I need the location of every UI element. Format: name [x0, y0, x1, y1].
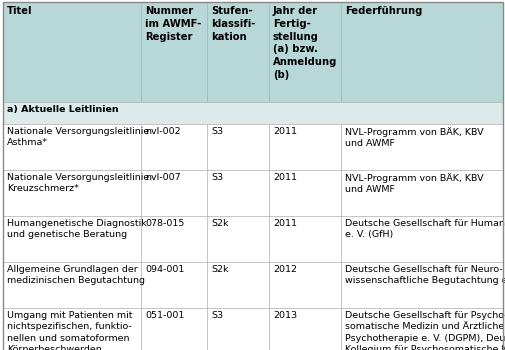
Bar	[141, 308, 207, 350]
Text: Nationale Versorgungsleitlinie
Asthma*: Nationale Versorgungsleitlinie Asthma*	[7, 127, 149, 147]
Bar	[207, 124, 269, 170]
Text: Umgang mit Patienten mit
nichtspezifischen, funktio-
nellen und somatoformen
Kör: Umgang mit Patienten mit nichtspezifisch…	[7, 311, 132, 350]
Text: Deutsche Gesellschaft für Psycho-
somatische Medizin und Ärztliche
Psychotherapi: Deutsche Gesellschaft für Psycho- somati…	[344, 311, 505, 350]
Text: Deutsche Gesellschaft für Humangenetik
e. V. (GfH): Deutsche Gesellschaft für Humangenetik e…	[344, 219, 505, 239]
Text: Deutsche Gesellschaft für Neuro-
wissenschaftliche Begutachtung e. V.: Deutsche Gesellschaft für Neuro- wissens…	[344, 265, 505, 286]
Text: S2k: S2k	[211, 265, 228, 274]
Bar	[3, 216, 141, 262]
Bar	[340, 2, 502, 102]
Bar	[207, 170, 269, 216]
Bar	[141, 170, 207, 216]
Bar	[207, 262, 269, 308]
Bar	[269, 124, 340, 170]
Text: Jahr der
Fertig-
stellung
(a) bzw.
Anmeldung
(b): Jahr der Fertig- stellung (a) bzw. Anmel…	[273, 6, 337, 80]
Bar	[340, 308, 502, 350]
Text: 2012: 2012	[273, 265, 296, 274]
Text: Stufen-
klassifi-
kation: Stufen- klassifi- kation	[211, 6, 255, 42]
Bar	[3, 308, 141, 350]
Text: nvl-002: nvl-002	[145, 127, 180, 136]
Bar	[3, 102, 502, 124]
Text: Titel: Titel	[7, 6, 32, 16]
Bar	[3, 262, 141, 308]
Text: a) Aktuelle Leitlinien: a) Aktuelle Leitlinien	[7, 105, 118, 114]
Text: Nummer
im AWMF-
Register: Nummer im AWMF- Register	[145, 6, 201, 42]
Bar	[141, 262, 207, 308]
Text: 094-001: 094-001	[145, 265, 184, 274]
Bar	[3, 170, 141, 216]
Text: 051-001: 051-001	[145, 311, 184, 320]
Text: NVL-Programm von BÄK, KBV
und AWMF: NVL-Programm von BÄK, KBV und AWMF	[344, 173, 483, 194]
Text: 2013: 2013	[273, 311, 296, 320]
Text: S3: S3	[211, 311, 223, 320]
Text: Nationale Versorgungsleitlinie
Kreuzschmerz*: Nationale Versorgungsleitlinie Kreuzschm…	[7, 173, 149, 194]
Bar	[207, 216, 269, 262]
Bar	[340, 216, 502, 262]
Bar	[340, 262, 502, 308]
Text: 2011: 2011	[273, 219, 296, 228]
Text: S2k: S2k	[211, 219, 228, 228]
Text: 078-015: 078-015	[145, 219, 184, 228]
Text: S3: S3	[211, 127, 223, 136]
Bar	[269, 216, 340, 262]
Bar	[141, 124, 207, 170]
Bar	[269, 170, 340, 216]
Bar	[269, 2, 340, 102]
Text: nvl-007: nvl-007	[145, 173, 180, 182]
Text: 2011: 2011	[273, 127, 296, 136]
Bar	[141, 216, 207, 262]
Text: Humangenetische Diagnostik
und genetische Beratung: Humangenetische Diagnostik und genetisch…	[7, 219, 146, 239]
Bar	[207, 2, 269, 102]
Text: Allgemeine Grundlagen der
medizinischen Begutachtung: Allgemeine Grundlagen der medizinischen …	[7, 265, 145, 286]
Text: 2011: 2011	[273, 173, 296, 182]
Bar	[207, 308, 269, 350]
Bar	[269, 308, 340, 350]
Bar	[3, 2, 141, 102]
Text: NVL-Programm von BÄK, KBV
und AWMF: NVL-Programm von BÄK, KBV und AWMF	[344, 127, 483, 148]
Text: Federführung: Federführung	[344, 6, 422, 16]
Bar	[269, 262, 340, 308]
Bar	[141, 2, 207, 102]
Bar	[340, 124, 502, 170]
Bar	[3, 124, 141, 170]
Bar	[340, 170, 502, 216]
Text: S3: S3	[211, 173, 223, 182]
